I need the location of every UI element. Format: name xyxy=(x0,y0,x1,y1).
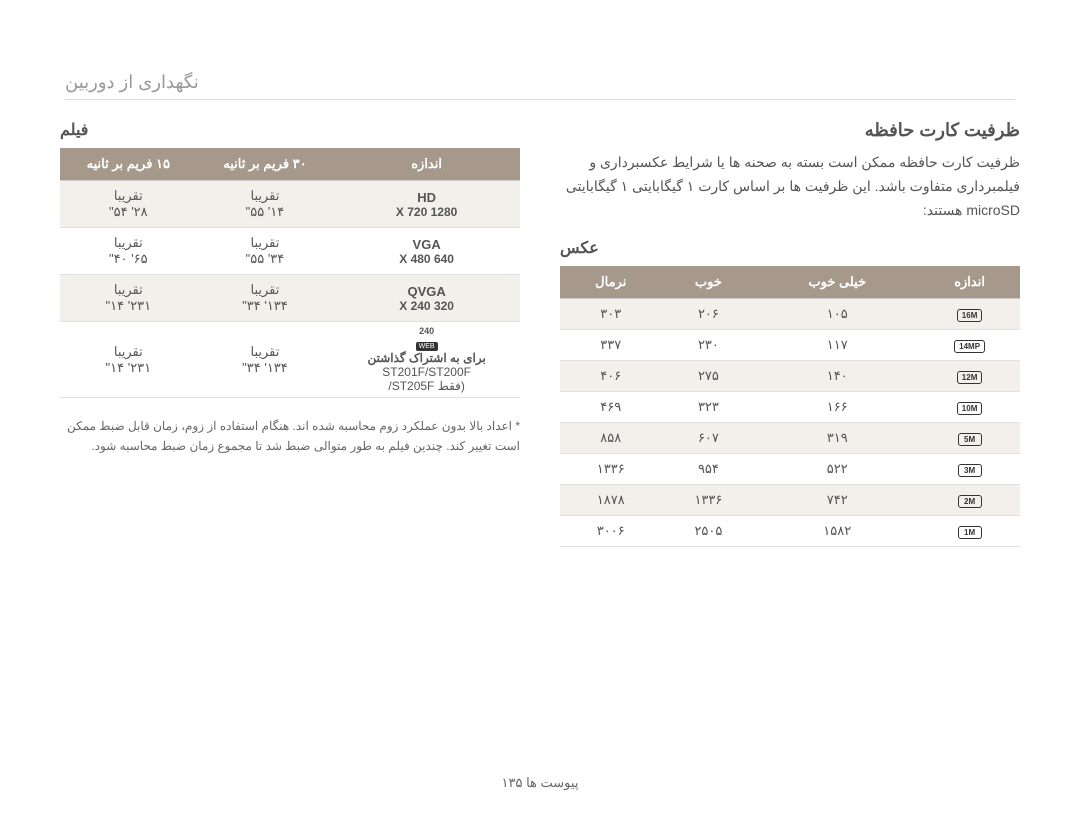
value-cell: ۱۱۷ xyxy=(755,330,919,361)
size-cell: 5M xyxy=(919,423,1020,454)
table-row: 240 WEBبرای به اشتراک گذاشتنST201F/ST200F… xyxy=(60,322,520,398)
video-model: ST201F/ST200F xyxy=(339,365,514,379)
pics-h0: اندازه xyxy=(919,266,1020,299)
video-resolution: 640 X 480 xyxy=(339,252,514,266)
fps30-cell: تقریبا۱۳۴' ۳۴" xyxy=(197,275,334,322)
fps15-cell: تقریبا۲۳۱' ۱۴" xyxy=(60,322,197,398)
video-table: اندازه ۳۰ فریم بر ثانیه ۱۵ فریم بر ثانیه… xyxy=(60,148,520,398)
value-cell: ۲۵۰۵ xyxy=(662,516,756,547)
pics-h1: خیلی خوب xyxy=(755,266,919,299)
video-title: فیلم xyxy=(60,120,520,140)
size-cell: 16M xyxy=(919,299,1020,330)
right-column: ظرفیت کارت حافظه ظرفیت کارت حافظه ممکن ا… xyxy=(560,120,1020,547)
table-row: 3M ۵۲۲۹۵۴۱۳۳۶ xyxy=(560,454,1020,485)
value-cell: ۳۱۹ xyxy=(755,423,919,454)
value-cell: ۶۰۷ xyxy=(662,423,756,454)
value-cell: ۵۲۲ xyxy=(755,454,919,485)
value-cell: ۱۳۳۶ xyxy=(560,454,662,485)
video-resolution: 1280 X 720 xyxy=(339,205,514,219)
size-cell: 1M xyxy=(919,516,1020,547)
value-cell: ۱۳۳۶ xyxy=(662,485,756,516)
video-h2: ۱۵ فریم بر ثانیه xyxy=(60,148,197,181)
value-cell: ۱۸۷۸ xyxy=(560,485,662,516)
video-resolution: 320 X 240 xyxy=(339,299,514,313)
table-row: QVGA320 X 240تقریبا۱۳۴' ۳۴"تقریبا۲۳۱' ۱۴… xyxy=(60,275,520,322)
size-icon: 12M xyxy=(957,371,983,384)
size-cell: 12M xyxy=(919,361,1020,392)
value-cell: ۱۵۸۲ xyxy=(755,516,919,547)
pics-h2: خوب xyxy=(662,266,756,299)
fps30-cell: تقریبا۱۴' ۵۵" xyxy=(197,181,334,228)
value-cell: ۸۵۸ xyxy=(560,423,662,454)
value-cell: ۳۳۷ xyxy=(560,330,662,361)
value-cell: ۲۷۵ xyxy=(662,361,756,392)
pics-header-row: اندازه خیلی خوب خوب نرمال xyxy=(560,266,1020,299)
size-icon: 1M xyxy=(958,526,982,539)
pics-h3: نرمال xyxy=(560,266,662,299)
value-cell: ۳۲۳ xyxy=(662,392,756,423)
value-cell: ۹۵۴ xyxy=(662,454,756,485)
size-icon: 16M xyxy=(957,309,983,322)
size-cell: 3M xyxy=(919,454,1020,485)
value-cell: ۷۴۲ xyxy=(755,485,919,516)
video-size-cell: 240 WEBبرای به اشتراک گذاشتنST201F/ST200F… xyxy=(333,322,520,398)
size-icon: 5M xyxy=(958,433,982,446)
size-icon: 3M xyxy=(958,464,982,477)
size-cell: 10M xyxy=(919,392,1020,423)
page-header: نگهداری از دوربین xyxy=(65,72,1015,100)
table-row: 5M ۳۱۹۶۰۷۸۵۸ xyxy=(560,423,1020,454)
video-h0: اندازه xyxy=(333,148,520,181)
value-cell: ۳۰۰۶ xyxy=(560,516,662,547)
value-cell: ۴۰۶ xyxy=(560,361,662,392)
size-cell: 2M xyxy=(919,485,1020,516)
left-column: فیلم اندازه ۳۰ فریم بر ثانیه ۱۵ فریم بر … xyxy=(60,120,520,547)
value-cell: ۱۴۰ xyxy=(755,361,919,392)
video-header-row: اندازه ۳۰ فریم بر ثانیه ۱۵ فریم بر ثانیه xyxy=(60,148,520,181)
fps15-cell: تقریبا۲۸' ۵۴" xyxy=(60,181,197,228)
pics-table: اندازه خیلی خوب خوب نرمال 16M۱۰۵۲۰۶۳۰۳14… xyxy=(560,266,1020,547)
table-row: 2M ۷۴۲۱۳۳۶۱۸۷۸ xyxy=(560,485,1020,516)
web-icon: WEB xyxy=(416,342,438,351)
table-row: 14MP ۱۱۷۲۳۰۳۳۷ xyxy=(560,330,1020,361)
table-row: 10M ۱۶۶۳۲۳۴۶۹ xyxy=(560,392,1020,423)
capacity-title: ظرفیت کارت حافظه xyxy=(560,120,1020,141)
value-cell: ۴۶۹ xyxy=(560,392,662,423)
video-format-label: QVGA xyxy=(339,284,514,299)
pics-title: عکس xyxy=(560,238,1020,258)
table-row: 16M ۱۰۵۲۰۶۳۰۳ xyxy=(560,299,1020,330)
size-icon: 2M xyxy=(958,495,982,508)
video-h1: ۳۰ فریم بر ثانیه xyxy=(197,148,334,181)
value-cell: ۱۶۶ xyxy=(755,392,919,423)
table-row: 12M ۱۴۰۲۷۵۴۰۶ xyxy=(560,361,1020,392)
video-note: * اعداد بالا بدون عملکرد زوم محاسبه شده … xyxy=(60,416,520,457)
video-size-cell: QVGA320 X 240 xyxy=(333,275,520,322)
video-model2: (فقط ST205F/ xyxy=(339,379,514,393)
video-format-label: VGA xyxy=(339,237,514,252)
video-format-label: HD xyxy=(339,190,514,205)
240-icon: 240 xyxy=(339,326,514,336)
video-resolution: برای به اشتراک گذاشتن xyxy=(339,351,514,365)
table-row: VGA640 X 480تقریبا۳۴' ۵۵"تقریبا۶۵' ۴۰" xyxy=(60,228,520,275)
video-size-cell: VGA640 X 480 xyxy=(333,228,520,275)
fps15-cell: تقریبا۶۵' ۴۰" xyxy=(60,228,197,275)
fps30-cell: تقریبا۳۴' ۵۵" xyxy=(197,228,334,275)
size-icon: 14MP xyxy=(954,340,985,353)
size-cell: 14MP xyxy=(919,330,1020,361)
capacity-para: ظرفیت کارت حافظه ممکن است بسته به صحنه ه… xyxy=(560,151,1020,222)
video-size-cell: HD1280 X 720 xyxy=(333,181,520,228)
value-cell: ۳۰۳ xyxy=(560,299,662,330)
fps15-cell: تقریبا۲۳۱' ۱۴" xyxy=(60,275,197,322)
size-icon: 10M xyxy=(957,402,983,415)
table-row: 1M ۱۵۸۲۲۵۰۵۳۰۰۶ xyxy=(560,516,1020,547)
value-cell: ۲۰۶ xyxy=(662,299,756,330)
value-cell: ۱۰۵ xyxy=(755,299,919,330)
content: ظرفیت کارت حافظه ظرفیت کارت حافظه ممکن ا… xyxy=(60,120,1020,547)
value-cell: ۲۳۰ xyxy=(662,330,756,361)
fps30-cell: تقریبا۱۳۴' ۳۴" xyxy=(197,322,334,398)
page-footer: پیوست ها ۱۳۵ xyxy=(0,775,1080,791)
table-row: HD1280 X 720تقریبا۱۴' ۵۵"تقریبا۲۸' ۵۴" xyxy=(60,181,520,228)
